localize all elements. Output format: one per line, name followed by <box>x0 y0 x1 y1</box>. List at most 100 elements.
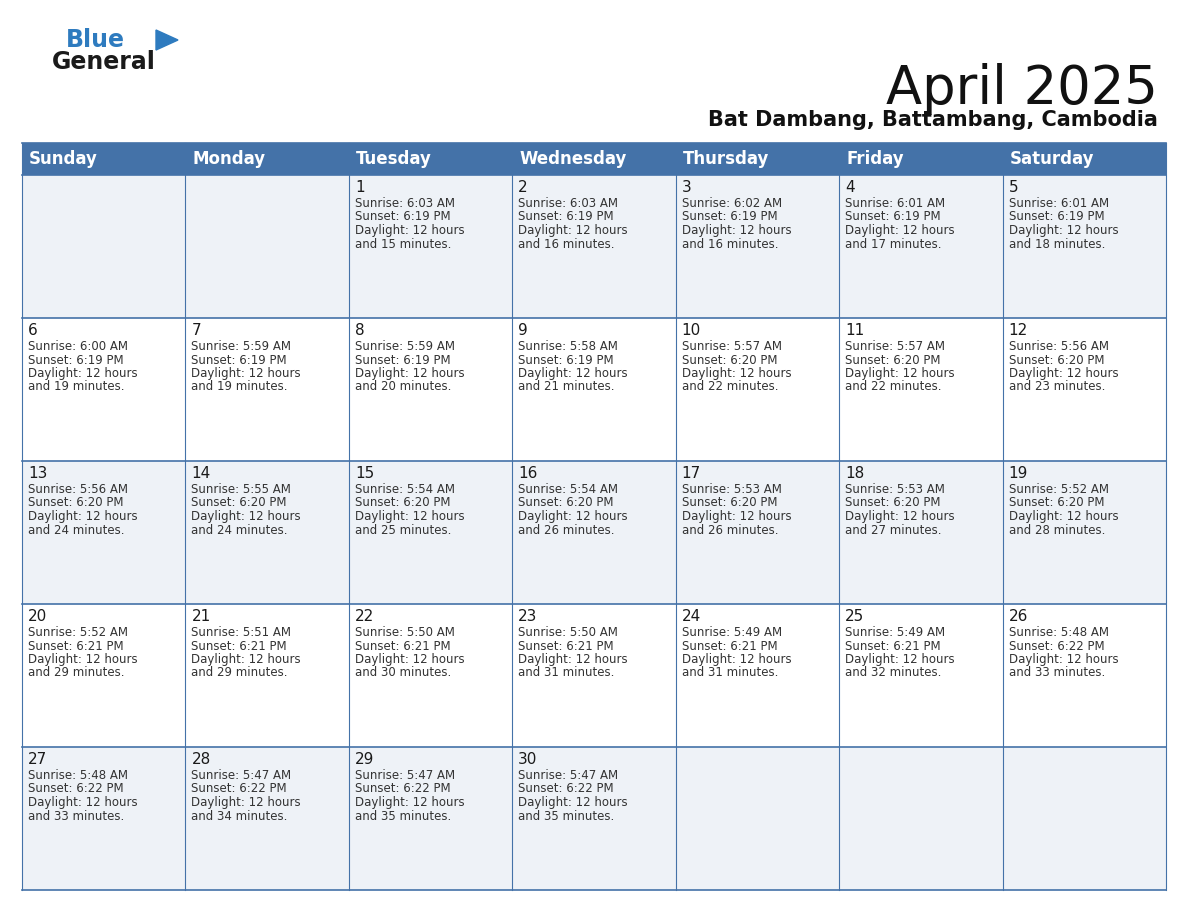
Text: 5: 5 <box>1009 180 1018 195</box>
Text: 17: 17 <box>682 466 701 481</box>
Text: Sunrise: 5:49 AM: Sunrise: 5:49 AM <box>682 626 782 639</box>
Text: Daylight: 12 hours: Daylight: 12 hours <box>845 367 955 380</box>
Text: and 16 minutes.: and 16 minutes. <box>682 238 778 251</box>
Text: and 32 minutes.: and 32 minutes. <box>845 666 942 679</box>
Text: Sunset: 6:21 PM: Sunset: 6:21 PM <box>29 640 124 653</box>
Text: Sunrise: 5:54 AM: Sunrise: 5:54 AM <box>355 483 455 496</box>
Text: Daylight: 12 hours: Daylight: 12 hours <box>845 510 955 523</box>
Text: 12: 12 <box>1009 323 1028 338</box>
Text: Sunrise: 5:50 AM: Sunrise: 5:50 AM <box>518 626 618 639</box>
Text: 22: 22 <box>355 609 374 624</box>
Bar <box>23 175 1165 318</box>
Text: 15: 15 <box>355 466 374 481</box>
Text: and 19 minutes.: and 19 minutes. <box>191 380 287 394</box>
Text: and 27 minutes.: and 27 minutes. <box>845 523 942 536</box>
Text: Sunset: 6:22 PM: Sunset: 6:22 PM <box>191 782 287 796</box>
Text: and 19 minutes.: and 19 minutes. <box>29 380 125 394</box>
Text: Sunset: 6:20 PM: Sunset: 6:20 PM <box>845 497 941 509</box>
Text: Sunset: 6:21 PM: Sunset: 6:21 PM <box>845 640 941 653</box>
Text: Daylight: 12 hours: Daylight: 12 hours <box>191 796 301 809</box>
Text: Daylight: 12 hours: Daylight: 12 hours <box>191 510 301 523</box>
Text: Sunset: 6:19 PM: Sunset: 6:19 PM <box>1009 210 1104 223</box>
Text: Daylight: 12 hours: Daylight: 12 hours <box>1009 224 1118 237</box>
Text: Sunrise: 5:56 AM: Sunrise: 5:56 AM <box>1009 340 1108 353</box>
Text: Daylight: 12 hours: Daylight: 12 hours <box>191 653 301 666</box>
Text: Sunrise: 5:53 AM: Sunrise: 5:53 AM <box>845 483 944 496</box>
Text: 19: 19 <box>1009 466 1028 481</box>
Text: Monday: Monday <box>192 150 266 168</box>
Text: 24: 24 <box>682 609 701 624</box>
Text: Sunrise: 5:47 AM: Sunrise: 5:47 AM <box>191 769 291 782</box>
Text: 9: 9 <box>518 323 527 338</box>
Text: Sunset: 6:22 PM: Sunset: 6:22 PM <box>29 782 124 796</box>
Text: and 35 minutes.: and 35 minutes. <box>518 810 614 823</box>
Text: Daylight: 12 hours: Daylight: 12 hours <box>845 224 955 237</box>
Text: Sunrise: 5:51 AM: Sunrise: 5:51 AM <box>191 626 291 639</box>
Text: Sunset: 6:20 PM: Sunset: 6:20 PM <box>845 353 941 366</box>
Text: Sunset: 6:20 PM: Sunset: 6:20 PM <box>682 497 777 509</box>
Text: Daylight: 12 hours: Daylight: 12 hours <box>355 367 465 380</box>
Text: Sunrise: 5:58 AM: Sunrise: 5:58 AM <box>518 340 618 353</box>
Text: Daylight: 12 hours: Daylight: 12 hours <box>518 796 628 809</box>
Text: Tuesday: Tuesday <box>356 150 431 168</box>
Text: and 33 minutes.: and 33 minutes. <box>1009 666 1105 679</box>
Text: Saturday: Saturday <box>1010 150 1094 168</box>
Text: Daylight: 12 hours: Daylight: 12 hours <box>518 224 628 237</box>
Text: and 33 minutes.: and 33 minutes. <box>29 810 125 823</box>
Text: and 26 minutes.: and 26 minutes. <box>518 523 614 536</box>
Text: Sunset: 6:19 PM: Sunset: 6:19 PM <box>191 353 287 366</box>
Text: 14: 14 <box>191 466 210 481</box>
Text: 4: 4 <box>845 180 855 195</box>
Text: Sunrise: 5:59 AM: Sunrise: 5:59 AM <box>355 340 455 353</box>
Text: 30: 30 <box>518 752 538 767</box>
Text: Sunrise: 6:03 AM: Sunrise: 6:03 AM <box>355 197 455 210</box>
Text: and 26 minutes.: and 26 minutes. <box>682 523 778 536</box>
Text: Sunrise: 6:01 AM: Sunrise: 6:01 AM <box>1009 197 1108 210</box>
Text: Sunset: 6:21 PM: Sunset: 6:21 PM <box>682 640 777 653</box>
Text: Daylight: 12 hours: Daylight: 12 hours <box>682 653 791 666</box>
Text: Daylight: 12 hours: Daylight: 12 hours <box>355 653 465 666</box>
Text: 10: 10 <box>682 323 701 338</box>
Text: and 31 minutes.: and 31 minutes. <box>682 666 778 679</box>
Text: Daylight: 12 hours: Daylight: 12 hours <box>518 653 628 666</box>
Text: Sunrise: 5:56 AM: Sunrise: 5:56 AM <box>29 483 128 496</box>
Text: Sunset: 6:19 PM: Sunset: 6:19 PM <box>682 210 777 223</box>
Text: and 25 minutes.: and 25 minutes. <box>355 523 451 536</box>
Text: 7: 7 <box>191 323 201 338</box>
Text: Daylight: 12 hours: Daylight: 12 hours <box>29 653 138 666</box>
Text: Sunset: 6:22 PM: Sunset: 6:22 PM <box>1009 640 1104 653</box>
Text: Sunrise: 5:59 AM: Sunrise: 5:59 AM <box>191 340 291 353</box>
Text: Bat Dambang, Battambang, Cambodia: Bat Dambang, Battambang, Cambodia <box>708 110 1158 130</box>
Text: and 24 minutes.: and 24 minutes. <box>191 523 287 536</box>
Text: Sunrise: 5:47 AM: Sunrise: 5:47 AM <box>355 769 455 782</box>
Text: and 31 minutes.: and 31 minutes. <box>518 666 614 679</box>
Text: Sunrise: 5:53 AM: Sunrise: 5:53 AM <box>682 483 782 496</box>
Text: Sunrise: 5:47 AM: Sunrise: 5:47 AM <box>518 769 619 782</box>
Bar <box>23 318 1165 461</box>
Text: Daylight: 12 hours: Daylight: 12 hours <box>29 510 138 523</box>
Text: 18: 18 <box>845 466 865 481</box>
Text: 2: 2 <box>518 180 527 195</box>
Text: Sunrise: 5:52 AM: Sunrise: 5:52 AM <box>29 626 128 639</box>
Bar <box>23 143 1165 175</box>
Text: 16: 16 <box>518 466 538 481</box>
Text: Sunset: 6:19 PM: Sunset: 6:19 PM <box>355 210 450 223</box>
Bar <box>23 461 1165 604</box>
Text: 23: 23 <box>518 609 538 624</box>
Text: Daylight: 12 hours: Daylight: 12 hours <box>682 367 791 380</box>
Text: Sunset: 6:19 PM: Sunset: 6:19 PM <box>355 353 450 366</box>
Text: 6: 6 <box>29 323 38 338</box>
Text: and 30 minutes.: and 30 minutes. <box>355 666 451 679</box>
Text: Daylight: 12 hours: Daylight: 12 hours <box>355 796 465 809</box>
Text: Sunrise: 5:48 AM: Sunrise: 5:48 AM <box>29 769 128 782</box>
Text: Blue: Blue <box>67 28 125 52</box>
Text: Sunrise: 6:03 AM: Sunrise: 6:03 AM <box>518 197 618 210</box>
Text: General: General <box>52 50 156 74</box>
Text: Thursday: Thursday <box>683 150 769 168</box>
Text: Sunrise: 5:57 AM: Sunrise: 5:57 AM <box>845 340 946 353</box>
Text: 25: 25 <box>845 609 865 624</box>
Text: and 28 minutes.: and 28 minutes. <box>1009 523 1105 536</box>
Text: Sunset: 6:20 PM: Sunset: 6:20 PM <box>29 497 124 509</box>
Text: Sunset: 6:22 PM: Sunset: 6:22 PM <box>518 782 614 796</box>
Text: Sunset: 6:20 PM: Sunset: 6:20 PM <box>1009 497 1104 509</box>
